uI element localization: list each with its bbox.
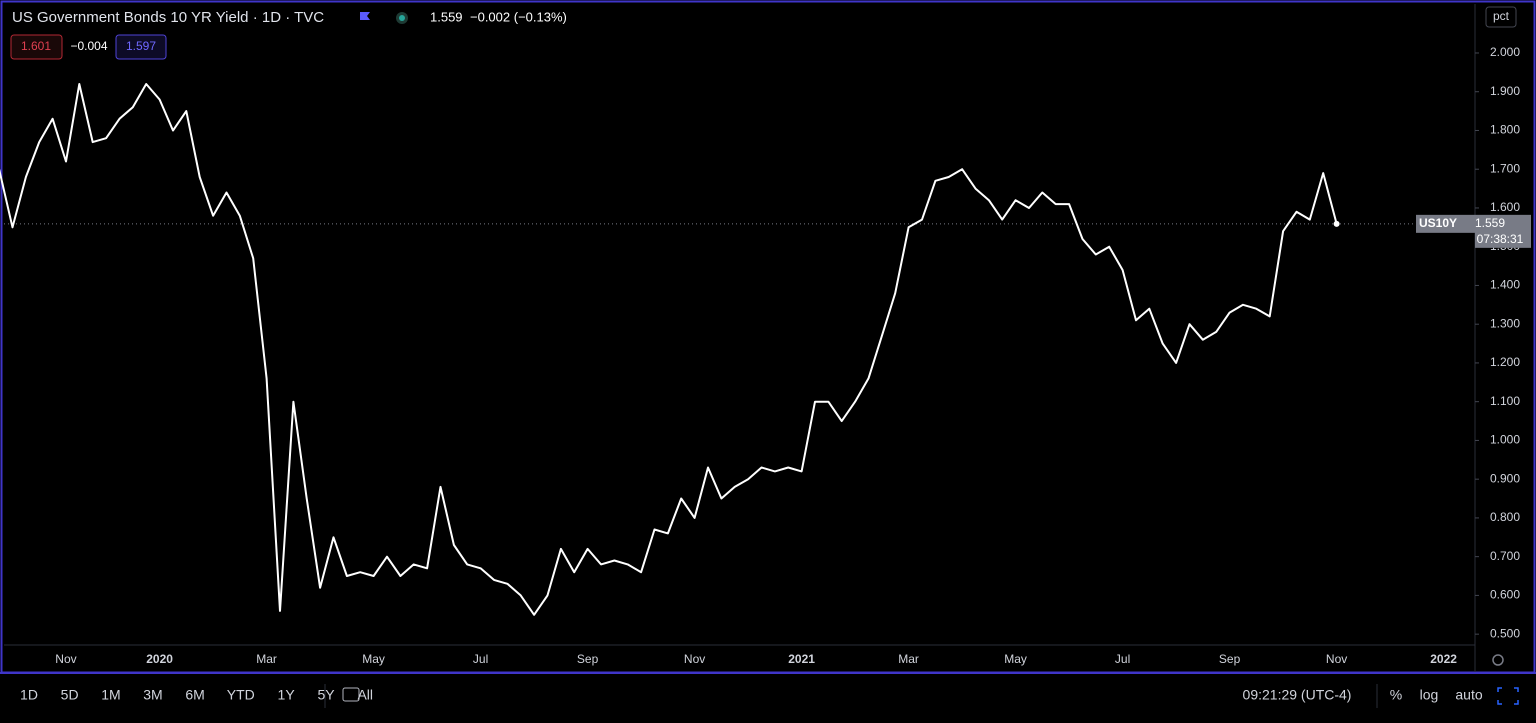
status-dot [399,15,405,21]
x-tick-label: May [362,652,385,666]
range-button[interactable]: 3M [143,687,162,703]
x-tick-label: Jul [473,652,488,666]
y-tick-label: 1.900 [1490,84,1520,98]
flag-icon[interactable] [360,12,370,20]
fullscreen-icon[interactable] [1497,687,1519,705]
x-tick-label: 2022 [1430,652,1457,666]
chart-title: US Government Bonds 10 YR Yield · 1D · T… [12,9,324,26]
y-tick-label: 1.200 [1490,355,1520,369]
x-tick-label: Nov [684,652,705,666]
range-button[interactable]: All [357,687,373,703]
percent-toggle[interactable]: % [1390,687,1402,703]
ask-box [115,34,167,60]
y-tick-label: 1.100 [1490,394,1520,408]
price-tag-value-box [1475,214,1531,248]
last-point [1333,220,1340,227]
x-tick-label: Nov [55,652,76,666]
range-button[interactable]: 1D [20,687,38,703]
x-tick-label: Sep [577,652,599,666]
bid-box [10,34,63,60]
price-tag-value: 1.559 [1475,216,1505,230]
x-tick-label: Sep [1219,652,1241,666]
bid: 1.601 [21,39,51,53]
y-tick-label: 1.300 [1490,316,1520,330]
settings-icon[interactable] [1492,654,1504,666]
y-tick-label: 1.400 [1490,278,1520,292]
y-tick-label: 0.900 [1490,471,1520,485]
y-tick-label: 0.700 [1490,549,1520,563]
y-tick-label: 0.600 [1490,588,1520,602]
price-tag-symbol: US10Y [1419,216,1457,230]
x-tick-label: 2021 [788,652,815,666]
y-tick-label: 1.000 [1490,433,1520,447]
compare-icon[interactable] [342,687,360,702]
range-button[interactable]: 6M [185,687,204,703]
y-tick-label: 2.000 [1490,45,1520,59]
ask: 1.597 [126,39,156,53]
x-tick-label: 2020 [146,652,173,666]
clock: 09:21:29 (UTC-4) [1243,687,1352,703]
x-tick-label: Jul [1115,652,1130,666]
x-tick-label: Nov [1326,652,1347,666]
range-button[interactable]: 1Y [278,687,296,703]
series-line [0,83,1338,616]
quote: 1.559 [430,9,463,24]
x-tick-label: Mar [898,652,919,666]
gear-ring[interactable] [1492,654,1504,666]
price-tag-countdown: 07:38:31 [1477,232,1524,246]
spread: −0.004 [70,39,107,53]
pct-button[interactable] [1485,6,1517,28]
y-tick-label: 1.800 [1490,123,1520,137]
y-tick-label: 0.500 [1490,626,1520,640]
y-tick-label: 1.600 [1490,200,1520,214]
pct-label[interactable]: pct [1493,9,1510,23]
range-button[interactable]: 1M [101,687,120,703]
log-toggle[interactable]: log [1420,687,1439,703]
range-button[interactable]: 5Y [317,687,335,703]
y-tick-label: 0.800 [1490,510,1520,524]
range-button[interactable]: 5D [61,687,79,703]
range-button[interactable]: YTD [227,687,255,703]
y-tick-label: 1.700 [1490,161,1520,175]
auto-toggle[interactable]: auto [1455,687,1482,703]
x-tick-label: Mar [256,652,277,666]
change: −0.002 (−0.13%) [470,9,567,24]
price-tag [1416,214,1475,233]
x-tick-label: May [1004,652,1027,666]
